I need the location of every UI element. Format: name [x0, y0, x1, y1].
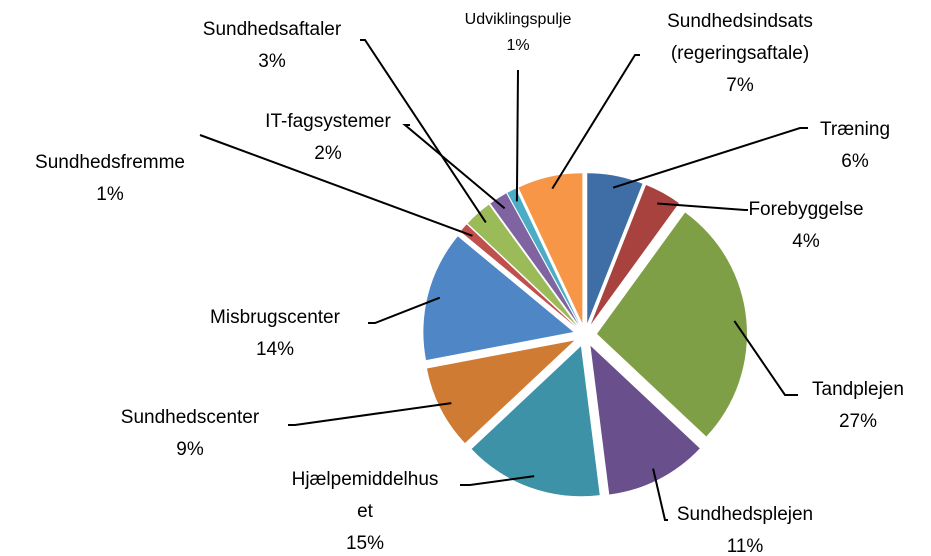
category-label: Sundhedscenter — [121, 407, 260, 428]
pie-slice — [471, 346, 600, 497]
category-label: Sundhedsplejen — [677, 504, 813, 525]
pie-slice — [423, 236, 574, 361]
leader-line — [368, 296, 441, 324]
value-label: 27% — [839, 411, 877, 432]
value-label: 14% — [256, 339, 294, 360]
value-label: 1% — [506, 37, 529, 54]
value-label: 9% — [176, 439, 204, 460]
category-label: Sundhedsindsats (regeringsaftale) — [667, 11, 813, 64]
pie-slice — [587, 173, 643, 324]
pie-slice — [467, 204, 578, 326]
value-label: 4% — [792, 231, 820, 252]
leader-line — [657, 202, 748, 211]
category-label: Misbrugscenter — [210, 307, 341, 328]
leader-line — [288, 402, 452, 426]
pie-slice — [507, 188, 580, 325]
category-label: Sundhedsaftaler — [203, 19, 342, 40]
pie-slice — [460, 224, 576, 328]
category-label: IT-fagsystemer — [265, 111, 391, 132]
leader-line — [402, 124, 506, 210]
category-label: Træning — [820, 119, 890, 140]
pie-slice — [590, 185, 679, 325]
value-label: 7% — [726, 75, 754, 96]
leader-line — [199, 134, 473, 237]
value-label: 1% — [96, 184, 124, 205]
leader-line — [612, 127, 808, 189]
pie-slice — [490, 193, 579, 325]
pie-slice — [426, 340, 575, 444]
pie-slice — [596, 212, 747, 437]
leader-line — [515, 69, 519, 202]
leader-line — [360, 39, 487, 224]
leader-line — [460, 475, 535, 486]
pie-slice — [518, 173, 583, 324]
leader-line — [551, 54, 640, 190]
category-label: Hjælpemiddelhus et — [292, 469, 439, 522]
pie-slice — [590, 345, 700, 495]
category-label: Udviklingspulje — [465, 11, 572, 28]
leader-line — [733, 320, 798, 396]
value-label: 3% — [258, 51, 286, 72]
category-label: Forebyggelse — [748, 199, 863, 220]
value-label: 15% — [346, 533, 384, 554]
leader-line — [652, 468, 668, 521]
value-label: 2% — [314, 143, 342, 164]
category-label: Tandplejen — [812, 379, 904, 400]
value-label: 11% — [727, 536, 764, 556]
category-label: Sundhedsfremme — [35, 152, 185, 173]
value-label: 6% — [841, 151, 869, 172]
